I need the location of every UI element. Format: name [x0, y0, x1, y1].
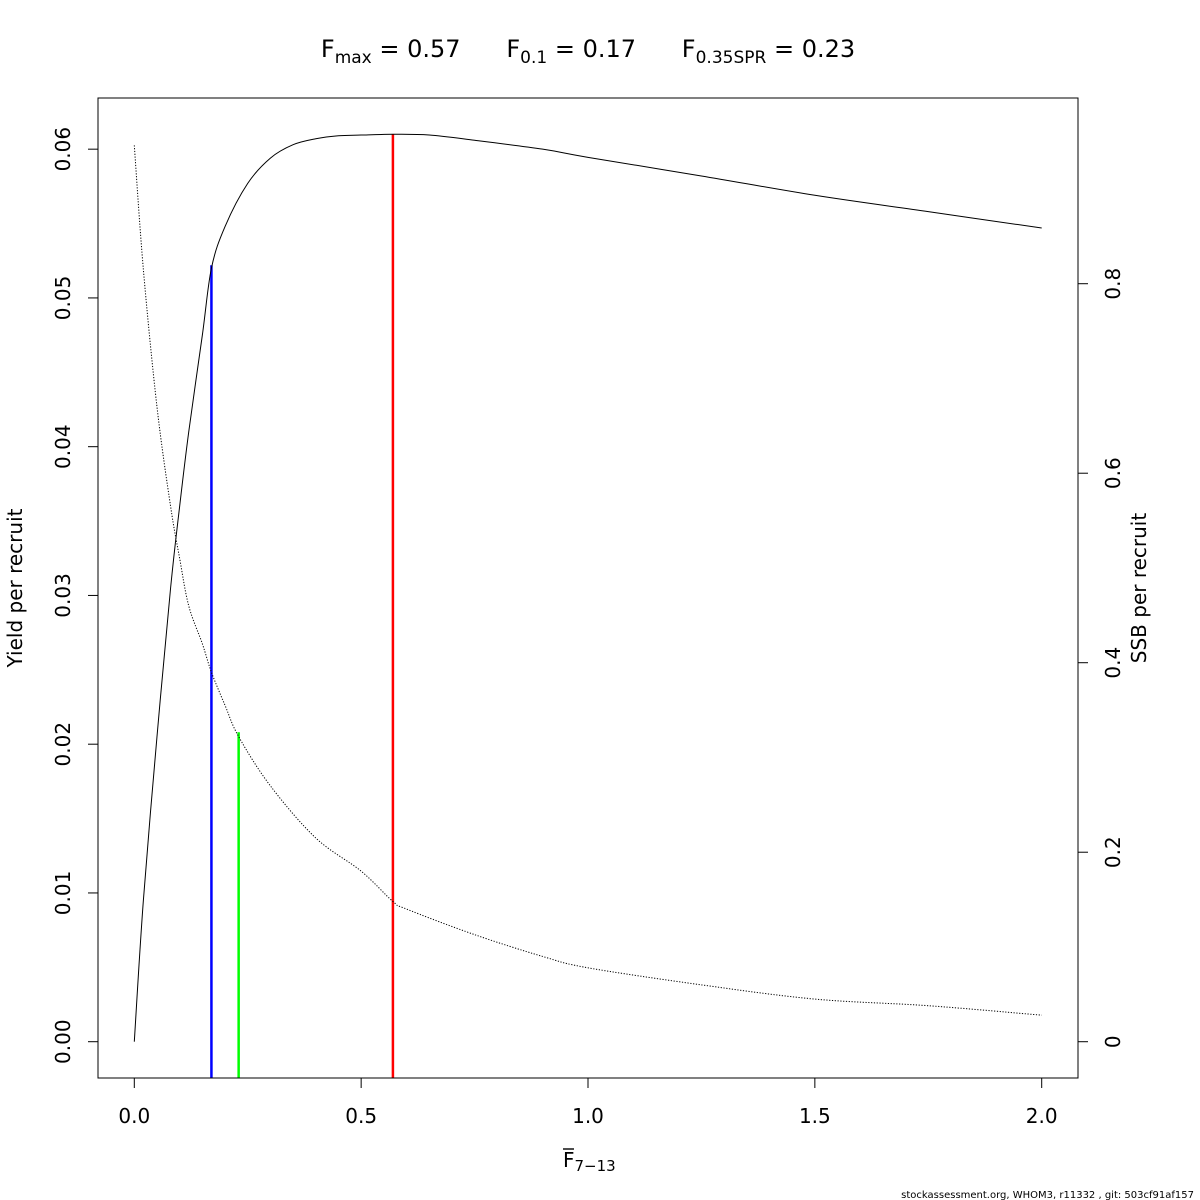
- title-fmax-sub: max: [335, 48, 372, 68]
- y-right-tick-label: 0: [1101, 1035, 1125, 1048]
- title-fmax-eq: =: [372, 35, 407, 63]
- x-tick-label: 2.0: [1026, 1104, 1058, 1128]
- y-left-tick-label: 0.04: [51, 424, 75, 469]
- y-left-tick-label: 0.01: [51, 871, 75, 916]
- x-tick-label: 0.0: [118, 1104, 150, 1128]
- ssb-per-recruit-curve: [133, 145, 1042, 1016]
- y-left-tick-label: 0.03: [51, 573, 75, 618]
- y-left-tick-label: 0.06: [51, 127, 75, 172]
- x-tick-label: 1.5: [799, 1104, 831, 1128]
- title-fspr-symbol: F: [682, 35, 696, 63]
- title-fspr-sub: 0.35SPR: [696, 48, 767, 68]
- y-axis-left-label: Yield per recruit: [3, 508, 27, 668]
- title-fmax-value: 0.57: [407, 35, 460, 63]
- y-left-tick-label: 0.05: [51, 276, 75, 321]
- y-right-tick-label: 0.4: [1101, 647, 1125, 679]
- svg-text:F7−13: F7−13: [563, 1148, 616, 1175]
- y-axis-right-label: SSB per recruit: [1127, 513, 1151, 664]
- footer-credit: stockassessment.org, WHOM3, r11332 , git…: [901, 1190, 1194, 1200]
- y-left-tick-label: 0.02: [51, 722, 75, 767]
- y-right-tick-label: 0.8: [1101, 268, 1125, 300]
- chart-title: Fmax = 0.57 F0.1 = 0.17 F0.35SPR = 0.23: [321, 35, 855, 68]
- y-right-tick-label: 0.2: [1101, 836, 1125, 868]
- title-f01-value: 0.17: [583, 35, 636, 63]
- x-tick-label: 1.0: [572, 1104, 604, 1128]
- x-axis-label-symbol: F: [563, 1148, 575, 1172]
- x-axis-label: F7−13: [563, 1148, 616, 1175]
- title-fspr-eq: =: [766, 35, 801, 63]
- y-right-tick-label: 0.6: [1101, 457, 1125, 489]
- y-left-tick-label: 0.00: [51, 1019, 75, 1064]
- ypr-curve: [133, 133, 1042, 1042]
- title-f01-symbol: F: [506, 35, 520, 63]
- title-fmax-symbol: F: [321, 35, 335, 63]
- x-axis-label-sub: 7−13: [575, 1157, 616, 1175]
- title-fspr-value: 0.23: [802, 35, 855, 63]
- title-f01-eq: =: [547, 35, 582, 63]
- title-f01-sub: 0.1: [520, 48, 547, 68]
- x-tick-label: 0.5: [345, 1104, 377, 1128]
